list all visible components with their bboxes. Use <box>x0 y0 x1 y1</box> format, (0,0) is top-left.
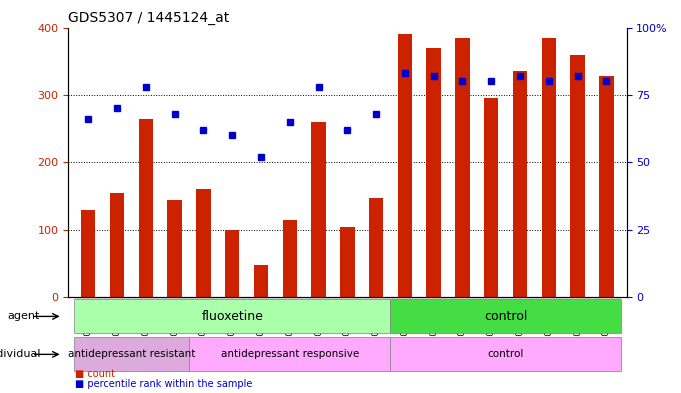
FancyBboxPatch shape <box>103 298 131 303</box>
FancyBboxPatch shape <box>218 298 247 303</box>
FancyBboxPatch shape <box>275 298 304 303</box>
Bar <box>571 55 585 298</box>
Bar <box>81 210 95 298</box>
FancyBboxPatch shape <box>592 298 621 303</box>
FancyBboxPatch shape <box>390 337 621 371</box>
FancyBboxPatch shape <box>390 298 419 303</box>
Bar <box>541 38 556 298</box>
FancyBboxPatch shape <box>189 298 218 303</box>
Bar <box>110 193 124 298</box>
Text: antidepressant resistant: antidepressant resistant <box>67 349 195 359</box>
FancyBboxPatch shape <box>333 298 362 303</box>
FancyBboxPatch shape <box>563 298 592 303</box>
FancyBboxPatch shape <box>74 337 189 371</box>
Bar <box>513 72 527 298</box>
Bar <box>426 48 441 298</box>
FancyBboxPatch shape <box>74 299 390 334</box>
FancyBboxPatch shape <box>477 298 505 303</box>
Bar <box>168 200 182 298</box>
Bar <box>369 198 383 298</box>
Bar <box>484 98 498 298</box>
FancyBboxPatch shape <box>304 298 333 303</box>
Text: individual: individual <box>0 349 40 359</box>
FancyBboxPatch shape <box>189 337 390 371</box>
Bar <box>398 34 412 298</box>
Text: fluoxetine: fluoxetine <box>201 310 263 323</box>
FancyBboxPatch shape <box>448 298 477 303</box>
Text: control: control <box>484 310 527 323</box>
Text: ■ percentile rank within the sample: ■ percentile rank within the sample <box>75 379 252 389</box>
FancyBboxPatch shape <box>74 298 103 303</box>
Bar <box>254 265 268 298</box>
Text: ■ count: ■ count <box>75 369 115 379</box>
Bar <box>311 122 326 298</box>
FancyBboxPatch shape <box>160 298 189 303</box>
FancyBboxPatch shape <box>505 298 535 303</box>
Bar <box>599 76 614 298</box>
Bar <box>196 189 210 298</box>
Text: control: control <box>488 349 524 359</box>
FancyBboxPatch shape <box>535 298 563 303</box>
Text: agent: agent <box>7 311 40 321</box>
FancyBboxPatch shape <box>362 298 390 303</box>
Bar <box>456 38 470 298</box>
Bar <box>139 119 153 298</box>
Text: antidepressant responsive: antidepressant responsive <box>221 349 359 359</box>
FancyBboxPatch shape <box>247 298 275 303</box>
Bar <box>225 230 239 298</box>
Bar <box>340 227 355 298</box>
Bar <box>283 220 297 298</box>
FancyBboxPatch shape <box>390 299 621 334</box>
Text: GDS5307 / 1445124_at: GDS5307 / 1445124_at <box>68 11 229 25</box>
FancyBboxPatch shape <box>131 298 160 303</box>
FancyBboxPatch shape <box>419 298 448 303</box>
